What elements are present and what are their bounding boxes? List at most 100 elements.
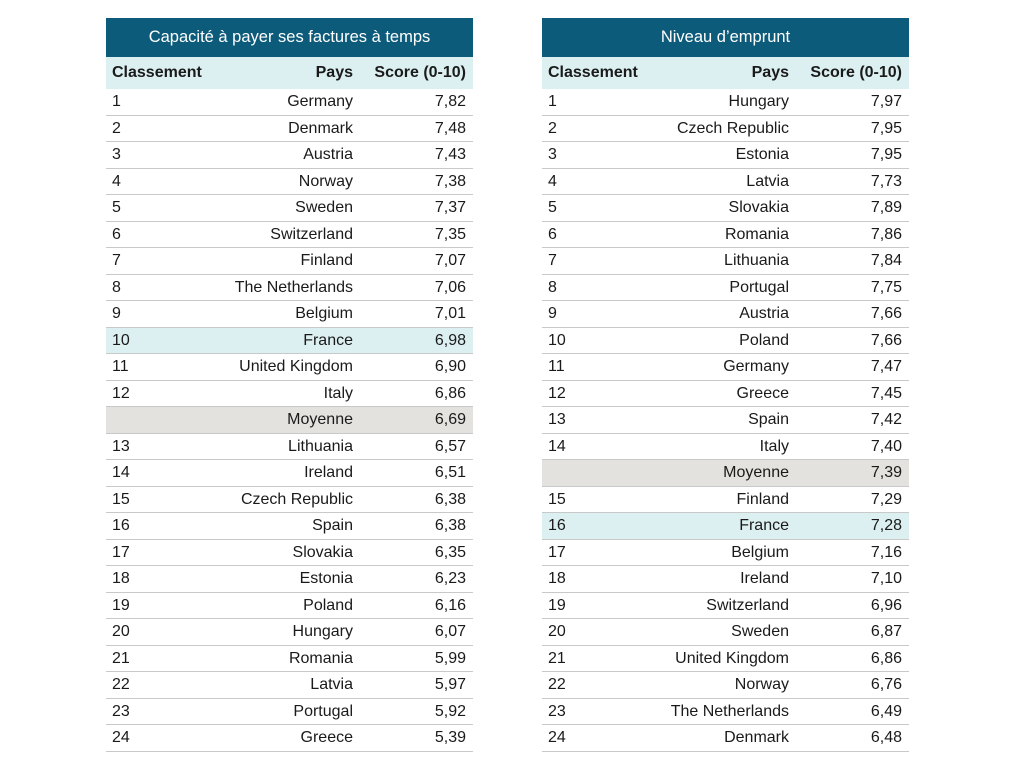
country-cell: The Netherlands [670,702,789,720]
table-row: 21 Romania 5,99 [106,646,473,672]
table-row: 17 Slovakia 6,35 [106,540,473,566]
table-row: 14 Ireland 6,51 [106,460,473,487]
table-row: 24 Greece 5,39 [106,725,473,752]
score-cell: 7,16 [870,543,902,561]
rank-cell: 20 [112,623,130,640]
table-row: 10 France 6,98 [106,327,473,354]
rank-cell: 11 [548,358,565,375]
table-row: 4 Latvia 7,73 [542,169,909,195]
score-cell: 7,82 [434,93,466,110]
country-cell: Estonia [735,146,789,163]
score-cell: 7,73 [870,172,902,190]
score-cell: 7,43 [434,146,466,163]
rank-cell: 15 [548,490,566,508]
country-cell: Denmark [724,729,789,746]
table-row: 16 France 7,28 [542,513,909,540]
rank-cell: 6 [548,225,557,243]
country-cell: Ireland [304,464,353,481]
score-cell: 7,06 [434,278,466,296]
table-row: 9 Austria 7,66 [542,301,909,328]
rank-cell: 5 [112,199,121,216]
score-cell: 7,95 [870,146,902,163]
score-cell: 7,28 [870,517,902,534]
table-row: 6 Romania 7,86 [542,222,909,248]
table-row: 3 Austria 7,43 [106,142,473,169]
table-row: 7 Finland 7,07 [106,248,473,275]
table-row: 8 Portugal 7,75 [542,275,909,301]
score-cell: 6,48 [870,729,902,746]
rank-cell: 22 [548,676,566,693]
country-cell: United Kingdom [239,358,353,375]
rank-cell: 20 [548,623,566,640]
score-cell: 6,49 [870,702,902,720]
rank-cell: 8 [548,278,557,296]
rank-cell: 16 [112,517,130,534]
rank-cell [542,460,634,486]
rank-cell: 3 [548,146,557,163]
score-cell: 6,35 [434,543,466,561]
table-row: 23 Portugal 5,92 [106,699,473,725]
score-cell: 6,90 [434,358,466,375]
country-cell: Germany [723,358,789,375]
rank-cell: 4 [548,172,557,190]
table-row: 15 Finland 7,29 [542,487,909,513]
score-cell: 7,47 [870,358,902,375]
table-row: 16 Spain 6,38 [106,513,473,540]
score-cell: 7,66 [870,305,902,322]
score-cell: 6,98 [434,331,466,349]
table-row: 14 Italy 7,40 [542,434,909,460]
country-cell: Romania [724,225,789,243]
rank-cell: 1 [548,93,557,110]
country-cell: Finland [300,252,353,269]
score-cell: 5,39 [434,729,466,746]
country-cell: Austria [303,146,353,163]
country-cell: Czech Republic [240,490,353,508]
country-cell: Spain [748,411,789,428]
table-body: 1 Hungary 7,97 2 Czech Republic 7,95 3 Estonia 7… [542,89,909,752]
score-cell: 7,38 [434,172,466,190]
table-row: 9 Belgium 7,01 [106,301,473,328]
score-cell: 7,45 [870,384,902,402]
table-row: 5 Slovakia 7,89 [542,195,909,222]
table-row: 22 Latvia 5,97 [106,672,473,699]
score-cell: 5,99 [434,649,466,667]
table-row: 20 Sweden 6,87 [542,619,909,646]
rank-cell: 18 [548,570,566,587]
table-row: 11 United Kingdom 6,90 [106,354,473,381]
score-cell: 7,01 [434,305,466,322]
table-row: 20 Hungary 6,07 [106,619,473,646]
rank-cell: 17 [112,543,130,561]
rank-cell: 10 [112,331,130,349]
table-row: 17 Belgium 7,16 [542,540,909,566]
average-row: Moyenne 6,69 [106,407,473,434]
header-country: Pays [315,64,353,81]
score-cell: 6,51 [434,464,466,481]
country-cell: Latvia [746,172,789,190]
score-cell: 5,97 [434,676,466,693]
country-cell: Portugal [293,702,353,720]
rank-cell: 9 [548,305,557,322]
score-cell: 6,57 [434,437,466,455]
rank-cell: 1 [112,93,121,110]
table-header: Classement Pays Score (0-10) [106,57,473,89]
country-cell: Italy [759,437,789,455]
table-row: 1 Germany 7,82 [106,89,473,116]
table-row: 19 Switzerland 6,96 [542,593,909,619]
rank-cell: 22 [112,676,130,693]
table-header: Classement Pays Score (0-10) [542,57,909,89]
header-score: Score (0-10) [810,64,902,81]
table-row: 23 The Netherlands 6,49 [542,699,909,725]
country-cell: Greece [736,384,789,402]
country-cell: Sweden [295,199,353,216]
table-row: 13 Spain 7,42 [542,407,909,434]
table-row: 4 Norway 7,38 [106,169,473,195]
rank-cell: 11 [112,358,129,375]
rank-cell: 10 [548,331,566,349]
rank-cell: 14 [548,437,566,455]
country-cell: Romania [288,649,353,667]
table-row: 6 Switzerland 7,35 [106,222,473,248]
table-row: 21 United Kingdom 6,86 [542,646,909,672]
rank-cell: 21 [548,649,566,667]
table-row: 3 Estonia 7,95 [542,142,909,169]
score-cell: 7,48 [434,119,466,137]
